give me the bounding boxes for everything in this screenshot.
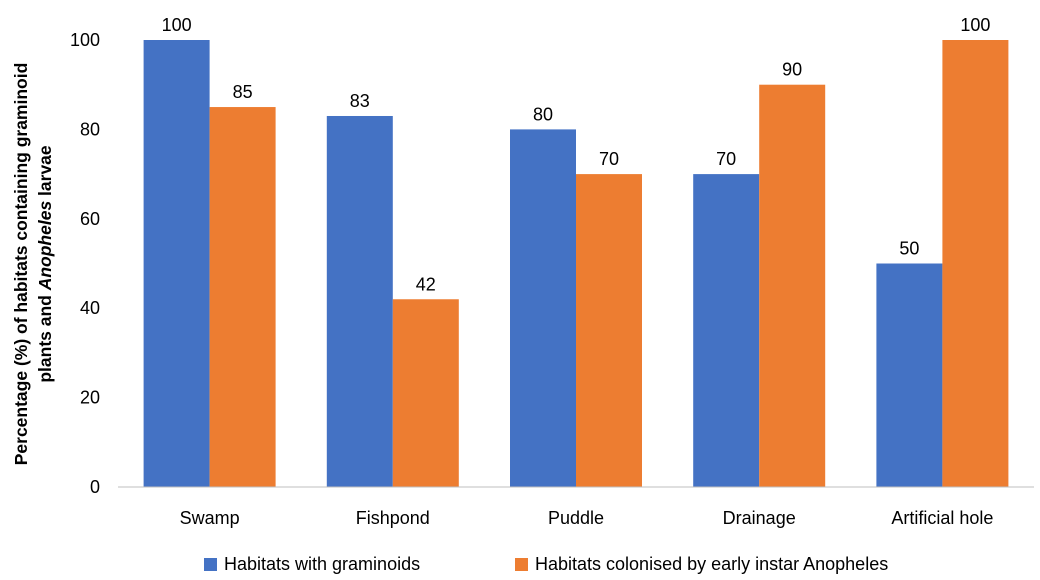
bar-anopheles-swamp xyxy=(209,107,276,488)
y-axis-title-line-1: Percentage (%) of habitats containing gr… xyxy=(11,63,31,466)
bars xyxy=(143,40,1009,488)
y-axis-title-prefix: plants and xyxy=(35,290,55,382)
legend-swatch-0 xyxy=(204,558,217,571)
x-category-label: Puddle xyxy=(548,508,604,528)
data-label: 70 xyxy=(599,149,619,169)
y-tick-label: 80 xyxy=(80,119,100,139)
data-label: 100 xyxy=(162,15,192,35)
y-tick-label: 0 xyxy=(90,477,100,497)
y-axis-title-line-2: plants and Anopheles larvae xyxy=(35,145,55,383)
x-category-label: Drainage xyxy=(723,508,796,528)
legend: Habitats with graminoids Habitats colonis… xyxy=(204,554,888,574)
legend-label-0: Habitats with graminoids xyxy=(224,554,420,574)
bar-anopheles-puddle xyxy=(576,174,642,487)
y-axis-title: Percentage (%) of habitats containing gr… xyxy=(11,63,55,466)
y-tick-labels: 0 20 40 60 80 100 xyxy=(70,30,100,497)
bar-graminoids-fishpond xyxy=(326,115,393,488)
legend-swatch-1 xyxy=(515,558,528,571)
data-label: 70 xyxy=(716,149,736,169)
y-tick-label: 40 xyxy=(80,298,100,318)
bar-graminoids-artificial-hole xyxy=(876,263,943,487)
x-category-label: Fishpond xyxy=(356,508,430,528)
category-labels: Swamp Fishpond Puddle Drainage Artificial ho… xyxy=(180,508,994,528)
data-label: 85 xyxy=(233,82,253,102)
data-label: 83 xyxy=(350,91,370,111)
y-tick-label: 100 xyxy=(70,30,100,50)
x-category-label: Swamp xyxy=(180,508,240,528)
bar-anopheles-fishpond xyxy=(392,299,459,487)
bar-anopheles-artificial-hole xyxy=(942,40,1009,487)
data-label: 80 xyxy=(533,104,553,124)
x-category-label: Artificial hole xyxy=(891,508,993,528)
data-label: 100 xyxy=(960,15,990,35)
y-axis-title-italic: Anopheles xyxy=(35,201,55,292)
bar-graminoids-swamp xyxy=(143,40,210,487)
data-labels: 100 85 83 42 80 70 70 90 50 100 xyxy=(162,15,991,294)
data-label: 90 xyxy=(782,60,802,80)
data-label: 50 xyxy=(899,239,919,259)
y-axis-title-suffix: larvae xyxy=(35,145,55,201)
legend-label-1: Habitats colonised by early instar Anoph… xyxy=(535,554,888,574)
bar-graminoids-drainage xyxy=(693,174,760,487)
y-tick-label: 20 xyxy=(80,388,100,408)
y-tick-label: 60 xyxy=(80,209,100,229)
bar-graminoids-puddle xyxy=(510,129,576,487)
bar-anopheles-drainage xyxy=(759,84,826,487)
data-label: 42 xyxy=(416,274,436,294)
